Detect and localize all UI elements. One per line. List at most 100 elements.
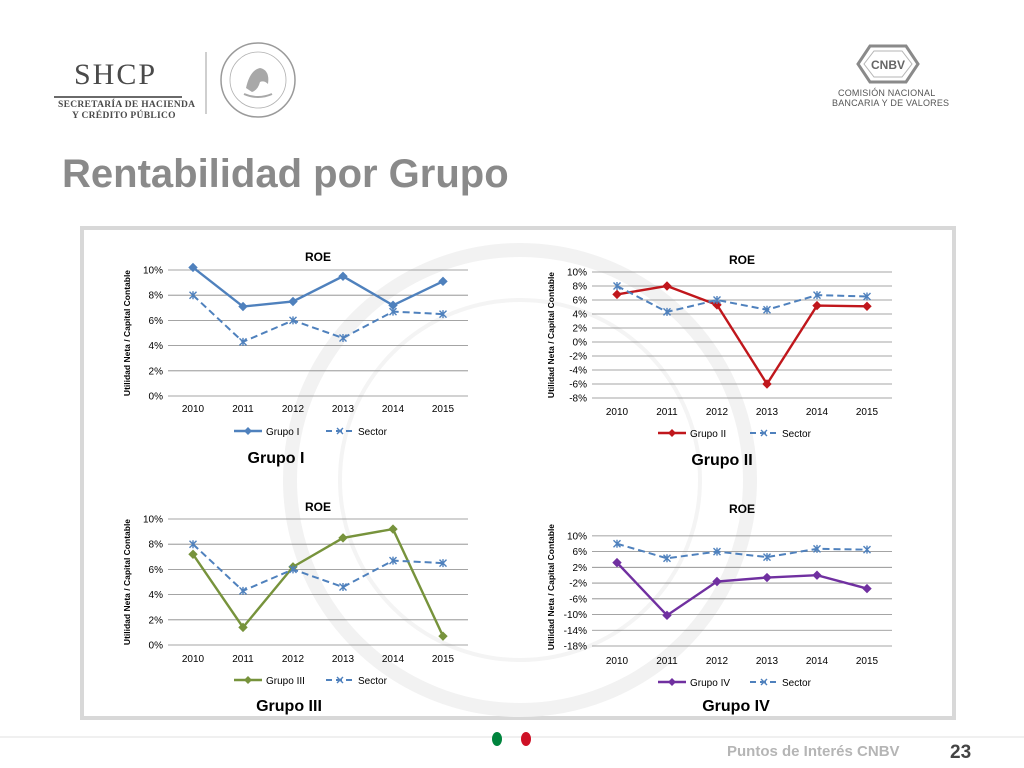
legend-swatch-marker [668, 429, 676, 437]
chart-4: ROE -18% -14% -10% -6% -2% 2% 6% 10% 2010 2011 2012… [546, 502, 892, 715]
y-tick-label: 10% [567, 531, 587, 542]
y-tick-label: 6% [573, 547, 588, 558]
data-point-star [389, 307, 397, 316]
mexican-seal-icon [220, 42, 296, 118]
y-tick-label: 10% [143, 515, 163, 526]
legend-swatch-marker [336, 427, 344, 435]
y-axis-label: Utilidad Neta / Capital Contable [546, 272, 556, 398]
data-point-star [389, 556, 397, 565]
group-label: Grupo II [691, 452, 752, 469]
data-point-star [763, 553, 771, 562]
y-axis-label: Utilidad Neta / Capital Contable [122, 270, 132, 396]
page-title: Rentabilidad por Grupo [62, 152, 509, 196]
data-point-diamond [238, 622, 248, 633]
data-point-diamond [662, 610, 672, 621]
series-line-sector [616, 542, 868, 560]
group-label: Grupo IV [702, 698, 770, 715]
x-tick-label: 2014 [382, 404, 405, 415]
data-point-star [339, 334, 347, 343]
y-tick-label: -4% [569, 366, 587, 377]
y-tick-label: 4% [149, 590, 164, 601]
y-tick-label: -2% [569, 579, 587, 590]
y-tick-label: 6% [573, 296, 588, 307]
data-point-star [863, 545, 871, 554]
legend-swatch-marker [760, 678, 768, 686]
data-point-star [289, 565, 297, 574]
data-point-star [189, 291, 197, 300]
shcp-logo: SHCP SECRETARÍA DE HACIENDA Y CRÉDITO PÚ… [52, 48, 195, 121]
y-axis-label: Utilidad Neta / Capital Contable [122, 519, 132, 645]
x-tick-label: 2013 [756, 407, 779, 418]
data-point-star [189, 540, 197, 549]
data-point-diamond [662, 281, 672, 291]
x-tick-label: 2012 [282, 654, 305, 665]
y-tick-label: 2% [573, 324, 588, 335]
x-tick-label: 2015 [432, 654, 455, 665]
data-point-star [713, 296, 721, 304]
y-tick-label: 0% [149, 392, 164, 403]
data-point-diamond [288, 296, 298, 307]
y-tick-label: 4% [149, 341, 164, 352]
data-point-diamond [812, 300, 822, 311]
cnbv-acronym: CNBV [871, 58, 905, 72]
y-tick-label: -6% [569, 380, 587, 391]
data-point-diamond [188, 262, 198, 273]
chart-title: ROE [305, 500, 331, 514]
series-line-sector [616, 285, 868, 313]
group-label: Grupo III [256, 698, 322, 715]
data-point-star [239, 586, 247, 595]
x-tick-label: 2014 [382, 654, 405, 665]
data-point-diamond [862, 301, 872, 312]
shcp-acronym: SHCP [74, 58, 158, 91]
footer-text: Puntos de Interés CNBV [727, 743, 900, 760]
x-tick-label: 2011 [656, 656, 678, 667]
x-tick-label: 2012 [706, 407, 729, 418]
x-tick-label: 2011 [656, 407, 678, 418]
series-line-sector [192, 543, 444, 592]
chart-3: ROE 0% 2% 4% 6% 8% 10% 2010 2011 2012 2013 2014 2015… [122, 500, 468, 715]
y-tick-label: -18% [564, 642, 587, 653]
data-point-diamond [612, 557, 622, 568]
x-tick-label: 2014 [806, 407, 829, 418]
data-point-star [863, 292, 871, 301]
cnbv-line2: BANCARIA Y DE VALORES [832, 98, 950, 108]
shcp-line2: Y CRÉDITO PÚBLICO [72, 111, 176, 121]
data-point-star [663, 307, 671, 316]
shcp-rule [54, 96, 182, 98]
y-tick-label: -2% [569, 352, 587, 363]
cnbv-line1: COMISIÓN NACIONAL [838, 88, 936, 98]
legend-label: Grupo III [266, 676, 305, 687]
data-point-star [663, 554, 671, 563]
data-point-diamond [862, 583, 872, 594]
group-label: Grupo I [248, 450, 305, 467]
x-tick-label: 2013 [332, 404, 355, 415]
x-tick-label: 2013 [756, 656, 779, 667]
data-point-star [439, 310, 447, 319]
legend-swatch-marker [336, 676, 344, 684]
legend-swatch-marker [760, 429, 768, 437]
data-point-diamond [762, 379, 772, 389]
y-tick-label: -8% [569, 394, 587, 405]
data-point-star [763, 305, 771, 314]
y-tick-label: 2% [149, 366, 164, 377]
legend-label: Grupo II [690, 429, 726, 440]
legend-swatch-marker [244, 427, 252, 435]
legend-label: Sector [358, 427, 388, 438]
footer-divider [0, 736, 1024, 738]
x-tick-label: 2012 [282, 404, 305, 415]
series-line-grupo-ii [616, 284, 868, 387]
flag-dots-icon [492, 732, 531, 746]
y-tick-label: -6% [569, 594, 587, 605]
cnbv-hexagon-icon: CNBV [856, 44, 920, 84]
x-tick-label: 2012 [706, 656, 729, 667]
data-point-star [813, 544, 821, 553]
x-tick-label: 2014 [806, 656, 829, 667]
data-point-star [613, 539, 621, 548]
data-point-diamond [388, 524, 398, 534]
data-point-star [613, 282, 621, 290]
x-tick-label: 2010 [606, 407, 629, 418]
chart-1: ROE 0% 2% 4% 6% 8% 10% 2010 2011 2012 2013 2014 2015… [122, 250, 468, 467]
x-tick-label: 2010 [606, 656, 629, 667]
y-tick-label: 6% [149, 316, 164, 327]
data-point-diamond [712, 576, 722, 587]
